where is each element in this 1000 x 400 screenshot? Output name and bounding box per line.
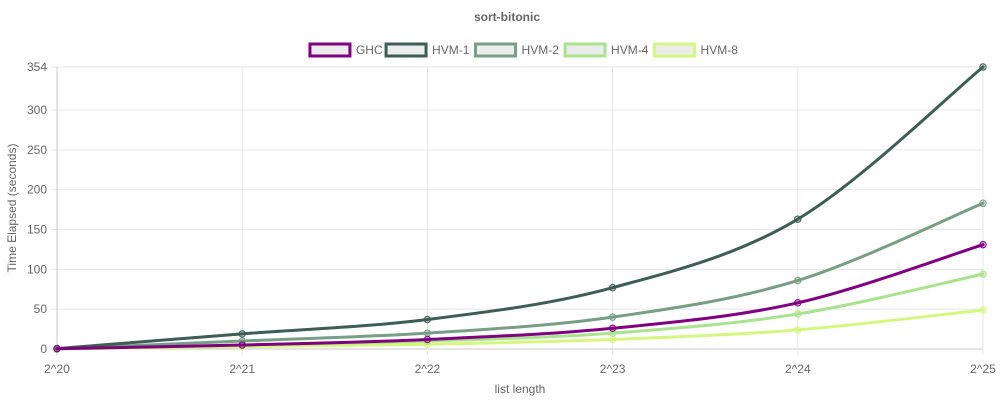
data-point [979, 270, 987, 278]
y-axis-title: Time Elapsed (seconds) [5, 144, 19, 273]
series-lines [53, 63, 987, 353]
x-tick-label: 2^23 [600, 362, 626, 376]
series-hvm-2 [53, 199, 987, 353]
y-tick-label: 0 [40, 342, 47, 356]
series-hvm-1 [53, 63, 987, 353]
x-tick-label: 2^22 [415, 362, 441, 376]
data-point [608, 313, 617, 321]
legend: GHC HVM-1 HVM-2 HVM-4 HVM-8 [308, 42, 739, 58]
x-tick-label: 2^24 [785, 362, 811, 376]
legend-swatch [563, 42, 607, 58]
legend-item-hvm-1[interactable]: HVM-1 [384, 42, 470, 58]
chart-title: sort-bitonic [474, 10, 540, 24]
legend-swatch [308, 42, 352, 58]
y-axis-ticks: 0 50 100 150 200 250 300 354 [27, 60, 47, 356]
x-tick-label: 2^20 [44, 362, 70, 376]
legend-label: HVM-4 [611, 43, 649, 57]
legend-item-hvm-8[interactable]: HVM-8 [653, 42, 739, 58]
series-ghc [53, 240, 987, 353]
legend-label: HVM-2 [522, 43, 560, 57]
data-point [423, 335, 432, 344]
data-point [53, 345, 61, 353]
y-tick-label: 150 [27, 223, 47, 237]
x-axis-title: list length [495, 382, 546, 396]
series-line-hvm-1 [55, 65, 985, 351]
data-point [979, 240, 987, 249]
data-point [423, 315, 432, 324]
y-tick-label: 200 [27, 183, 47, 197]
grid [51, 66, 984, 355]
legend-swatch [474, 42, 518, 58]
series-hvm-4 [53, 270, 987, 353]
legend-swatch [384, 42, 428, 58]
legend-label: HVM-1 [432, 43, 470, 57]
legend-label: HVM-8 [701, 43, 739, 57]
legend-label: GHC [356, 43, 383, 57]
data-point [608, 283, 617, 292]
data-point [608, 335, 617, 344]
y-tick-label: 50 [34, 302, 48, 316]
x-axis-ticks: 2^20 2^21 2^22 2^23 2^24 2^25 [44, 362, 996, 376]
data-point [238, 341, 246, 349]
data-point [979, 63, 987, 71]
data-point [794, 326, 802, 334]
data-point [979, 199, 987, 207]
series-line-ghc [55, 243, 985, 351]
data-point [238, 330, 246, 338]
data-point [794, 276, 802, 285]
data-point [794, 299, 802, 307]
data-point [794, 310, 802, 318]
y-tick-label: 300 [27, 103, 47, 117]
data-point [979, 306, 987, 314]
y-tick-label: 250 [27, 143, 47, 157]
data-point [794, 215, 802, 223]
data-point [423, 329, 432, 337]
legend-item-hvm-2[interactable]: HVM-2 [474, 42, 560, 58]
y-tick-label: 100 [27, 262, 47, 276]
x-tick-label: 2^25 [970, 362, 996, 376]
data-point [608, 324, 617, 332]
y-tick-label: 354 [27, 60, 47, 74]
series-line-hvm-2 [55, 201, 985, 351]
legend-swatch [653, 42, 697, 58]
x-tick-label: 2^21 [229, 362, 255, 376]
legend-item-hvm-4[interactable]: HVM-4 [563, 42, 649, 58]
legend-item-ghc[interactable]: GHC [308, 42, 383, 58]
